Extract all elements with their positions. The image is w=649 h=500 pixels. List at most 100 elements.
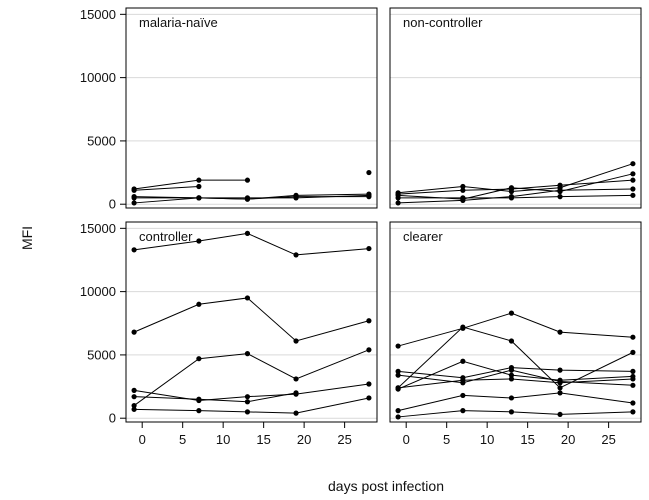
x-tick-label: 0 xyxy=(403,432,410,447)
series-2-point-2 xyxy=(196,301,202,307)
series-5-point-3 xyxy=(244,196,251,202)
series-5-point-2 xyxy=(196,396,202,402)
series-3-point-4 xyxy=(557,367,563,373)
series-3-point-5 xyxy=(366,347,372,353)
series-2-point-4 xyxy=(557,385,563,391)
panel-4: clearer 0 5 10 15 20 25 xyxy=(389,221,642,447)
series-5-line xyxy=(134,392,297,403)
series-2-point-2 xyxy=(196,183,202,190)
series-8-point-3 xyxy=(508,409,515,415)
y-tick-label: 10000 xyxy=(80,70,116,85)
series-8-point-2 xyxy=(460,408,466,414)
series-6-point-2 xyxy=(460,377,466,383)
series-7-point-2 xyxy=(460,392,466,399)
series-2-point-3 xyxy=(508,338,515,344)
series-2-point-5 xyxy=(630,349,636,355)
series-5-point-1 xyxy=(131,394,137,400)
series-8-point-4 xyxy=(557,411,563,418)
series-8-point-5 xyxy=(630,409,636,415)
series-1-point-3 xyxy=(244,230,251,236)
y-tick-label: 5000 xyxy=(87,133,116,148)
series-7-point-3 xyxy=(508,395,515,401)
y-tick-label: 5000 xyxy=(87,347,116,362)
series-1-point-5 xyxy=(366,169,372,176)
x-tick-label: 15 xyxy=(520,432,534,447)
series-2-point-4 xyxy=(293,338,299,344)
series-1-point-2 xyxy=(196,238,202,244)
y-tick-label: 10000 xyxy=(80,284,116,299)
series-2-point-5 xyxy=(630,177,636,183)
panel-frame xyxy=(389,7,642,209)
x-tick-label: 10 xyxy=(216,432,230,447)
panel-frame xyxy=(389,221,642,423)
series-3-point-2 xyxy=(196,356,202,362)
x-tick-label: 20 xyxy=(297,432,311,447)
panel-frame xyxy=(125,7,378,209)
series-1-line xyxy=(397,312,633,347)
y-tick-label: 15000 xyxy=(80,7,116,22)
series-6-point-3 xyxy=(244,409,251,415)
series-1-line xyxy=(134,179,248,190)
x-tick-label: 5 xyxy=(179,432,186,447)
panel-title: controller xyxy=(139,229,193,244)
series-7-point-5 xyxy=(630,400,636,406)
series-7-point-1 xyxy=(395,408,401,414)
series-5-point-3 xyxy=(508,195,515,201)
x-tick-label: 0 xyxy=(139,432,146,447)
series-3-point-3 xyxy=(244,351,251,357)
series-5-point-3 xyxy=(508,367,515,373)
series-3-point-1 xyxy=(131,200,137,206)
series-4-point-4 xyxy=(557,187,563,193)
y-tick-label: 0 xyxy=(109,411,116,426)
series-3-point-4 xyxy=(293,376,299,382)
series-5-point-5 xyxy=(630,382,636,388)
series-1-point-5 xyxy=(630,161,636,167)
series-6-point-5 xyxy=(630,376,636,382)
series-3-point-3 xyxy=(508,185,515,191)
x-tick-label: 10 xyxy=(480,432,494,447)
panel-title: malaria-naïve xyxy=(139,15,218,30)
x-tick-label: 25 xyxy=(337,432,351,447)
series-5-point-2 xyxy=(196,195,202,201)
y-tick-label: 0 xyxy=(109,197,116,212)
series-2-point-4 xyxy=(557,182,563,188)
series-5-line xyxy=(398,369,633,386)
panel-title: clearer xyxy=(403,229,443,244)
series-2-point-1 xyxy=(131,329,137,335)
series-1-point-2 xyxy=(196,177,202,183)
series-4-point-2 xyxy=(460,358,466,364)
series-6-point-3 xyxy=(508,376,515,382)
series-2-point-5 xyxy=(366,318,372,324)
panel-2: non-controller xyxy=(389,7,642,209)
y-tick-label: 15000 xyxy=(80,221,116,236)
series-3-line xyxy=(398,173,634,200)
series-5-point-2 xyxy=(460,195,466,201)
series-4-point-5 xyxy=(630,186,636,192)
panel-frame xyxy=(125,221,378,423)
series-1-point-2 xyxy=(460,183,466,190)
series-1-point-5 xyxy=(366,245,372,252)
series-3-point-1 xyxy=(131,402,137,409)
series-4-point-3 xyxy=(508,372,515,378)
series-5-point-1 xyxy=(395,372,401,378)
x-tick-label: 20 xyxy=(561,432,575,447)
x-axis-title: days post infection xyxy=(328,478,444,494)
series-2-point-1 xyxy=(131,187,137,193)
series-1-point-1 xyxy=(131,247,137,253)
series-1-point-3 xyxy=(244,177,251,183)
series-6-line xyxy=(134,397,370,414)
series-4-point-3 xyxy=(244,394,251,400)
series-4-point-1 xyxy=(131,387,137,393)
series-5-point-5 xyxy=(366,194,372,200)
series-2-line xyxy=(134,185,199,191)
series-3-point-5 xyxy=(630,368,636,374)
x-tick-label: 25 xyxy=(601,432,615,447)
series-5-point-1 xyxy=(395,195,401,201)
y-axis-title: MFI xyxy=(19,226,35,250)
series-5-point-5 xyxy=(630,192,636,198)
series-6-point-2 xyxy=(196,408,202,414)
series-4-point-5 xyxy=(366,381,372,387)
series-2-point-3 xyxy=(244,295,251,301)
series-2-point-2 xyxy=(460,187,466,193)
